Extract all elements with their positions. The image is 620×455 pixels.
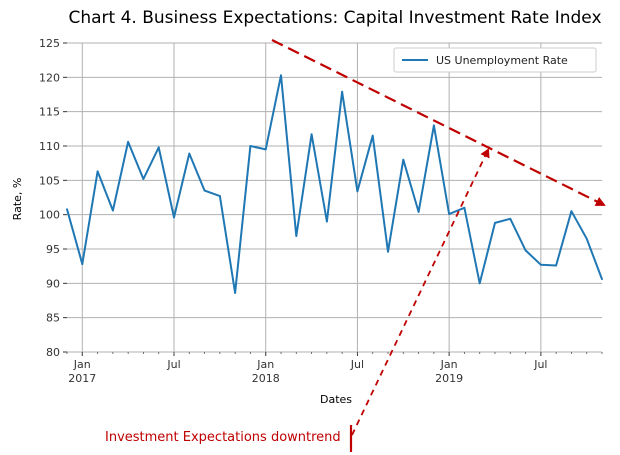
data-point (417, 211, 420, 213)
y-axis-ticks: 80 85 90 95 100 105 110 115 120 125 (39, 37, 67, 359)
data-point (111, 209, 114, 212)
series-group (66, 74, 603, 294)
y-axis-label: Rate, % (11, 178, 24, 221)
data-point (280, 74, 282, 77)
data-point (494, 222, 496, 224)
data-point (127, 140, 130, 143)
data-point (188, 152, 191, 155)
data-point (81, 263, 84, 266)
data-point (249, 145, 252, 147)
y-tick-label: 80 (46, 346, 60, 359)
y-tick-label: 125 (39, 37, 60, 50)
data-point (478, 282, 481, 285)
data-point (218, 195, 221, 198)
data-point (463, 206, 466, 209)
downtrend-arrow (271, 39, 606, 206)
y-tick-label: 85 (46, 312, 60, 325)
data-point (96, 170, 99, 173)
data-point (203, 189, 206, 192)
data-point (295, 235, 298, 237)
x-tick-label: Jan (440, 358, 458, 371)
x-tick-label: Jan (256, 358, 274, 371)
chart-title: Chart 4. Business Expectations: Capital … (68, 8, 602, 28)
data-point (387, 250, 389, 253)
data-point (66, 208, 68, 211)
data-point (402, 158, 405, 161)
grid-lines (67, 42, 602, 353)
data-point (585, 237, 588, 240)
y-tick-label: 110 (39, 140, 60, 153)
data-point (310, 133, 313, 136)
x-tick-year-label: 2018 (252, 372, 280, 385)
data-point (524, 249, 527, 252)
y-tick-label: 105 (39, 174, 60, 187)
x-tick-label: Jul (350, 358, 364, 371)
legend: US Unemployment Rate (393, 47, 597, 73)
data-point (570, 210, 573, 213)
x-axis-label: Dates (320, 393, 352, 406)
x-tick-year-label: 2019 (435, 372, 463, 385)
data-point (509, 217, 512, 220)
x-tick-label: Jul (533, 358, 547, 371)
data-point (555, 264, 558, 267)
data-point (371, 134, 374, 137)
data-point (341, 90, 344, 93)
x-tick-year-label: 2017 (68, 372, 96, 385)
y-tick-label: 90 (46, 277, 60, 290)
data-point (356, 190, 359, 193)
data-point (432, 124, 435, 127)
pointer-arrow (351, 148, 490, 436)
data-point (264, 148, 267, 151)
data-point (601, 278, 603, 281)
data-point (325, 220, 328, 223)
series-line (66, 74, 603, 294)
annotation-text: Investment Expectations downtrend (105, 430, 341, 445)
data-point (157, 146, 160, 149)
y-tick-label: 115 (39, 106, 60, 119)
y-tick-label: 120 (39, 71, 60, 84)
legend-box (393, 47, 597, 73)
x-tick-label: Jan (73, 358, 91, 371)
y-tick-label: 95 (46, 243, 60, 256)
legend-label: US Unemployment Rate (436, 54, 568, 67)
data-point (539, 263, 542, 266)
data-point (142, 178, 145, 180)
x-tick-label: Jul (166, 358, 180, 371)
data-point (234, 292, 237, 294)
data-point (448, 213, 451, 215)
annotation-group: Investment Expectations downtrend (105, 39, 606, 452)
y-tick-label: 100 (39, 209, 60, 222)
data-point (173, 216, 175, 219)
